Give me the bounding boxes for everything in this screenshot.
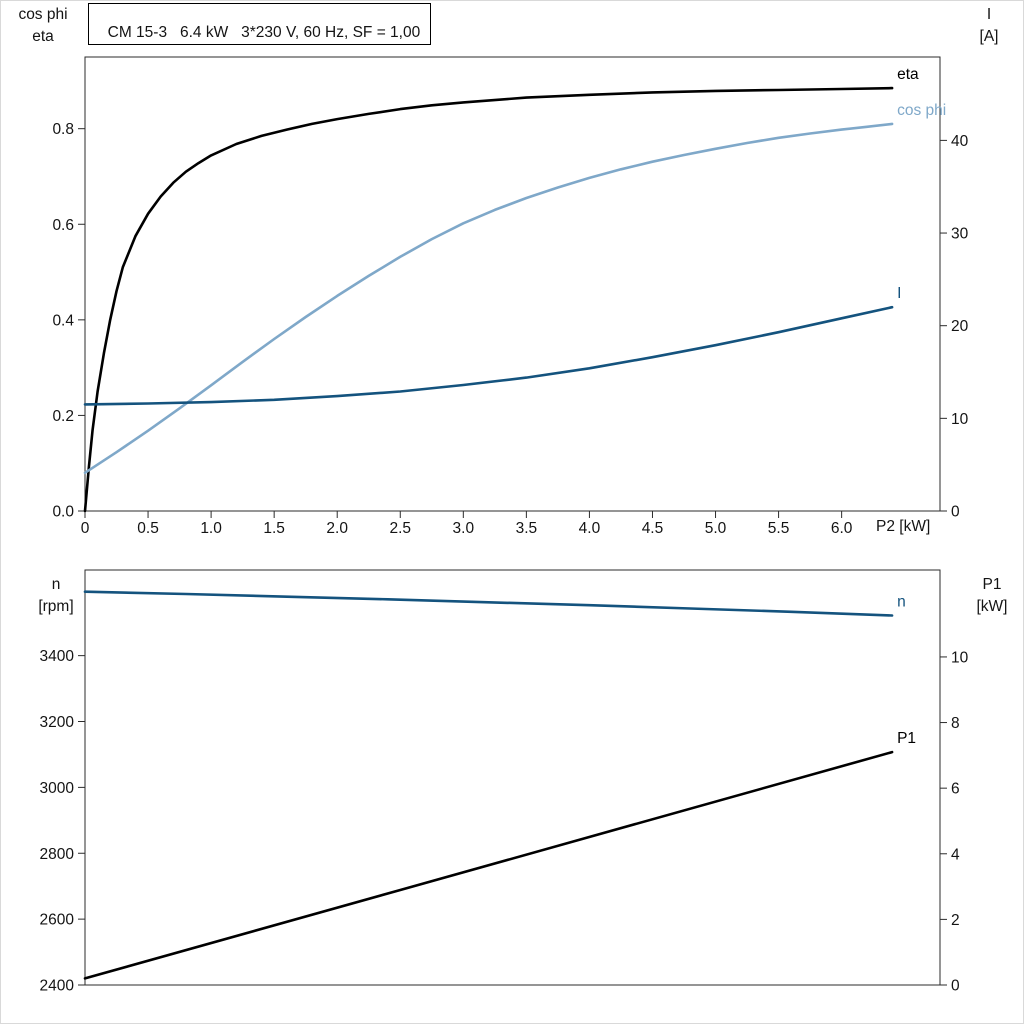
cos-phi-curve-label: cos phi [897,102,946,119]
x-tick-label: 4.0 [579,520,601,537]
power-factor-chart: 0.0 0.2 0.4 0.6 0.8 0 10 20 30 40 0 0.5 1.0 1.5 2.0 2.5… [52,56,969,537]
i-curve-label: I [897,285,901,302]
left-tick-label: 0.2 [52,408,74,425]
x-tick-label: 4.5 [642,520,664,537]
eta-curve [83,86,894,513]
x-tick-label: 5.5 [768,520,790,537]
left-tick-label: 3200 [40,714,75,731]
right-tick-label: 0 [951,978,960,995]
x-tick-label: 1.5 [263,520,285,537]
left-tick-label: 2400 [40,978,75,995]
chart-title: CM 15-3 6.4 kW 3*230 V, 60 Hz, SF = 1,00 [107,24,421,41]
x-tick-label: 2.5 [389,520,411,537]
cos-phi-curve [83,122,894,475]
bottom-chart-right-axis-title: P1 [kW] [976,576,1008,615]
speed-power-chart: 2400 2600 2800 3000 3200 3400 0 2 4 6 8 10 n P1 [40,569,969,995]
right-tick-label: 30 [951,226,969,243]
right-tick-label: 0 [951,504,960,521]
n-curve-label: n [897,593,906,610]
right-tick-label: 2 [951,912,960,929]
left-tick-label: 0.0 [52,504,74,521]
right-tick-label: 40 [951,133,969,150]
p1-curve [83,750,894,980]
x-tick-label: 3.5 [516,520,538,537]
left-tick-label: 0.6 [52,217,74,234]
right-tick-label: 10 [951,649,969,666]
x-tick-label: 0 [81,520,90,537]
left-tick-label: 2800 [40,846,75,863]
left-tick-label: 3000 [40,780,75,797]
n-curve [83,590,894,617]
x-tick-label: 0.5 [137,520,159,537]
x-axis-title: P2 [kW] [876,518,931,535]
x-tick-label: 6.0 [831,520,853,537]
x-tick-label: 2.0 [326,520,348,537]
p1-curve-label: P1 [897,730,916,747]
chart-title-box: CM 15-3 6.4 kW 3*230 V, 60 Hz, SF = 1,00 [88,3,432,45]
right-tick-label: 4 [951,846,960,863]
x-tick-label: 5.0 [705,520,727,537]
top-chart-left-axis-title: cos phi eta [18,6,68,45]
left-tick-label: 0.8 [52,121,74,138]
plot-frame [84,569,941,986]
bottom-chart-left-axis-title: n [rpm] [38,576,74,615]
right-tick-label: 20 [951,318,969,335]
left-tick-label: 3400 [40,648,75,665]
left-tick-label: 0.4 [52,312,74,329]
right-tick-label: 8 [951,715,960,732]
x-tick-label: 1.0 [200,520,222,537]
i-curve [83,305,894,406]
left-tick-label: 2600 [40,912,75,929]
right-tick-label: 6 [951,781,960,798]
x-tick-label: 3.0 [453,520,475,537]
right-tick-label: 10 [951,411,969,428]
eta-curve-label: eta [897,66,919,83]
top-chart-right-axis-title: I [A] [979,6,999,45]
plot-frame [84,56,941,512]
